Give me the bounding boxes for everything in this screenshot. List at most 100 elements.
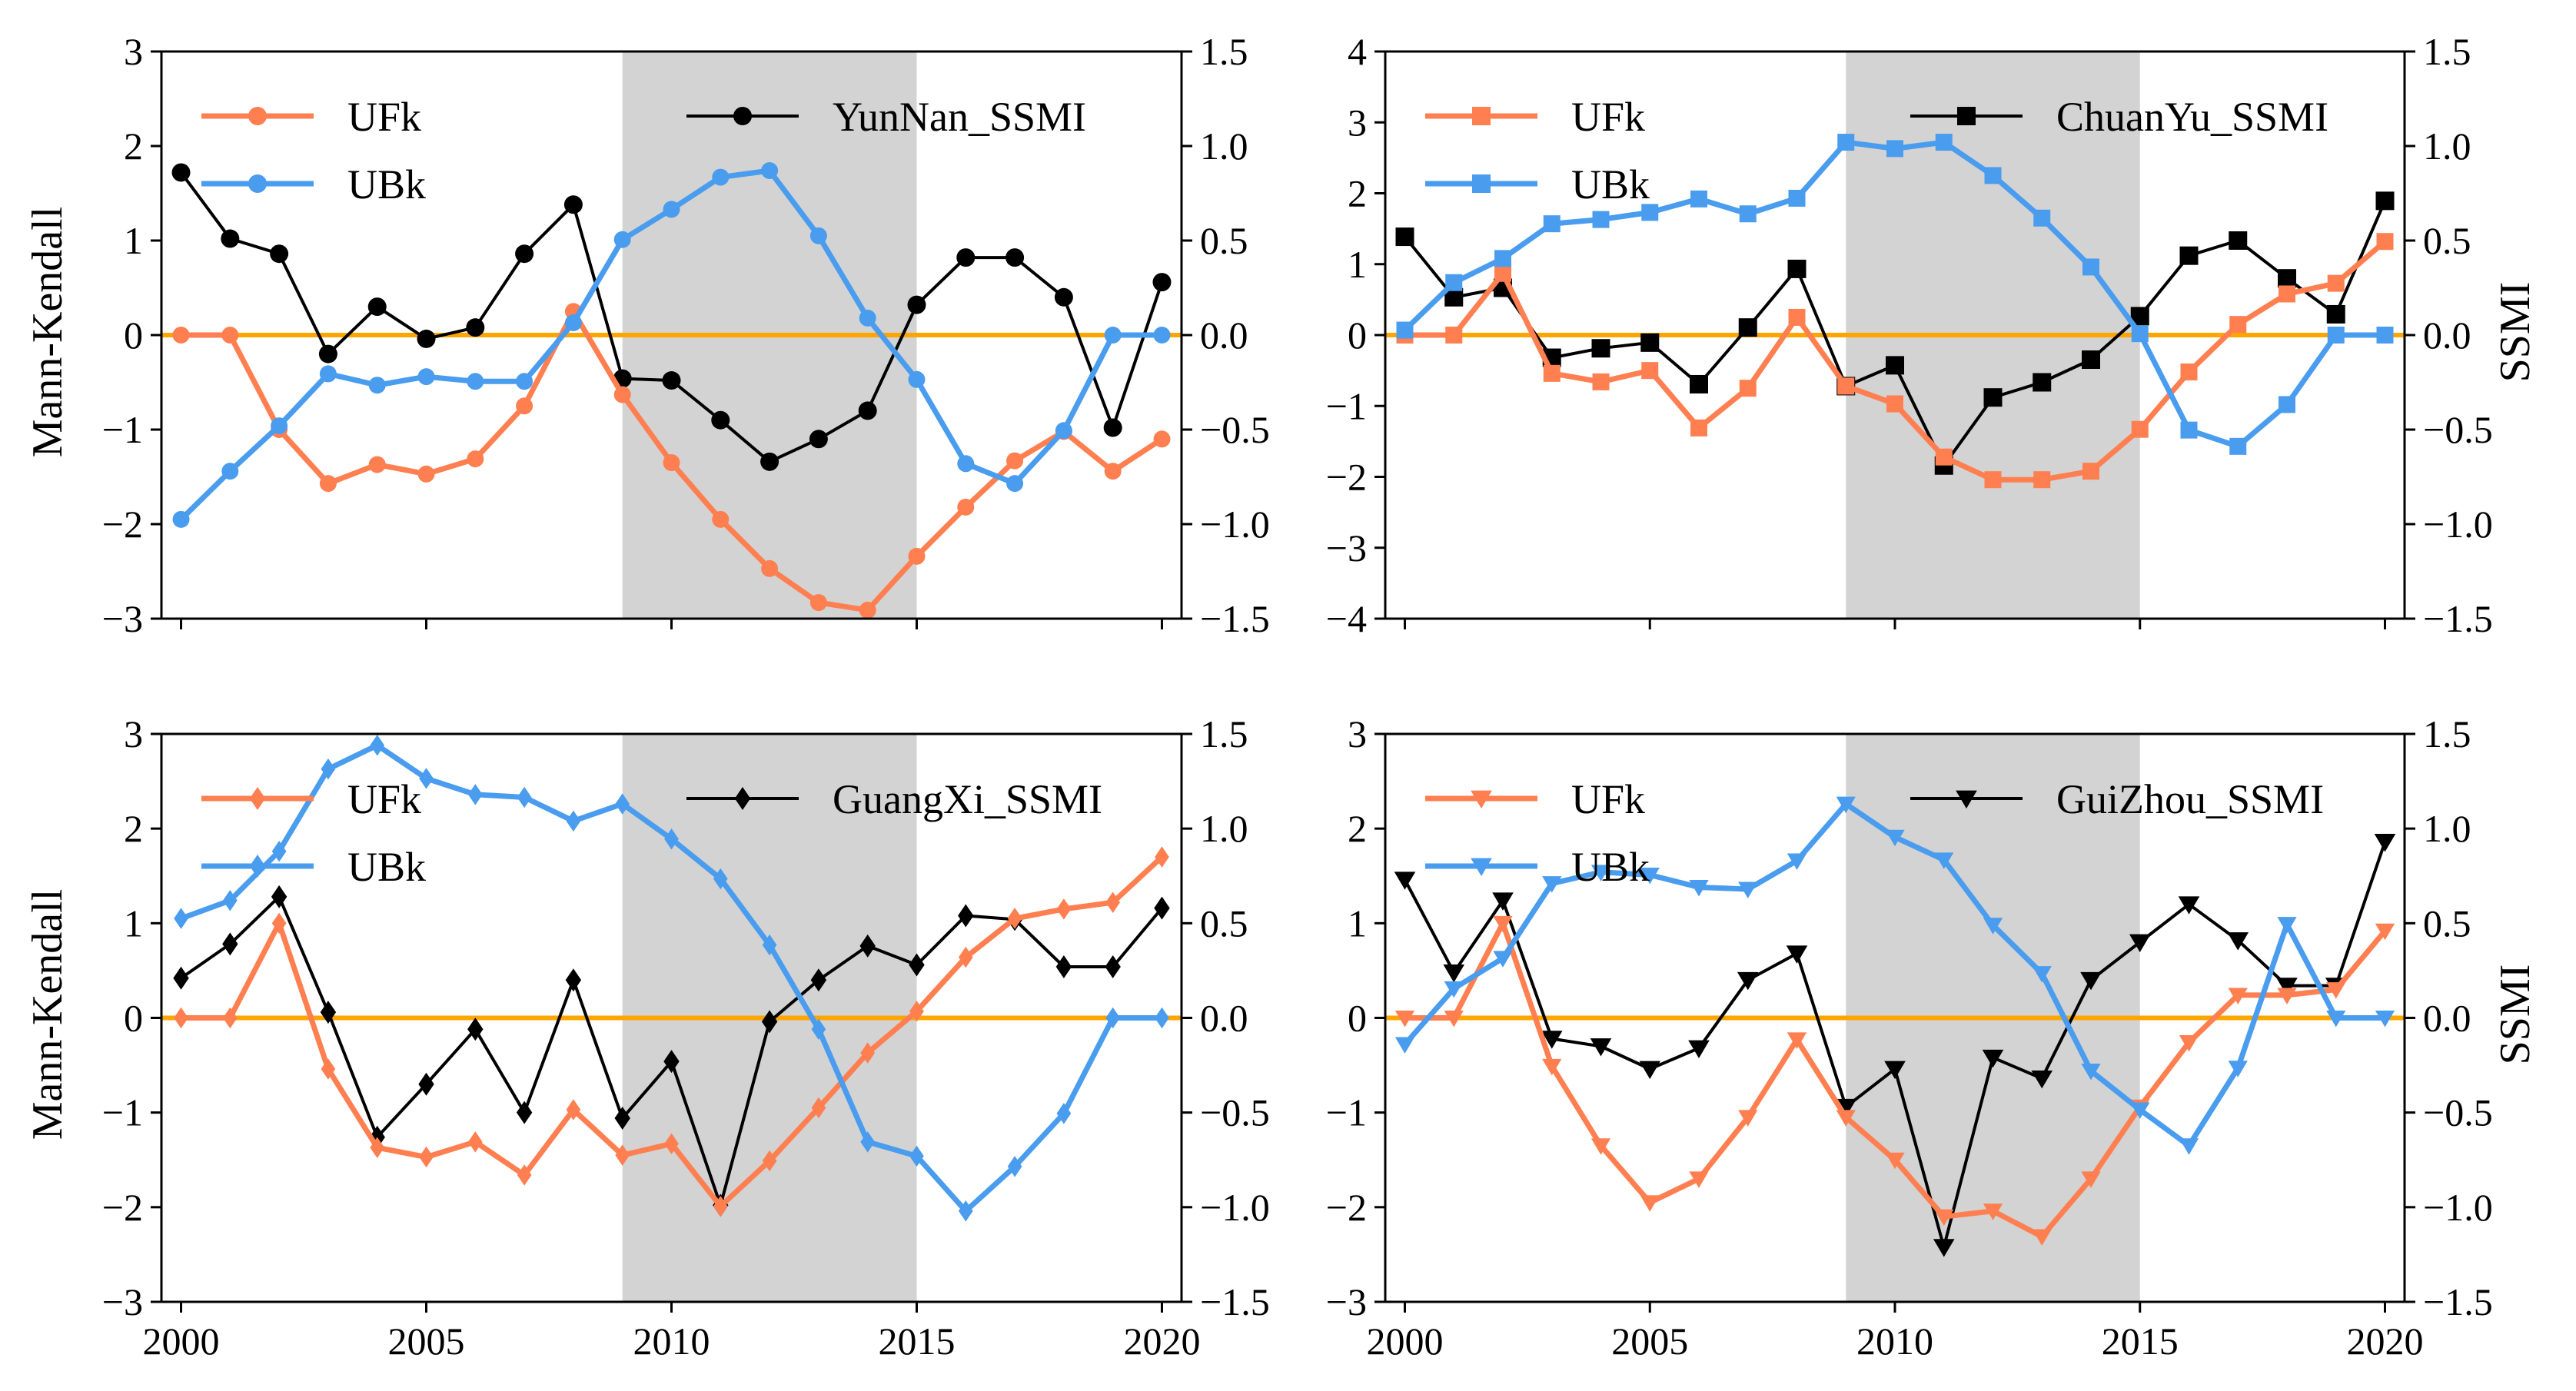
legend-label: UFk xyxy=(1571,94,1645,140)
data-point xyxy=(859,309,876,327)
data-point xyxy=(1054,287,1073,307)
data-point xyxy=(1494,250,1511,267)
data-point xyxy=(1886,395,1903,413)
data-point xyxy=(2180,421,2198,439)
right-ytick-label: −1.5 xyxy=(1200,597,1270,640)
series-ufk xyxy=(1394,915,2395,1247)
data-point xyxy=(1104,327,1122,344)
xtick-label: 2000 xyxy=(143,1320,220,1363)
data-point xyxy=(2179,1035,2199,1052)
data-point xyxy=(2326,982,2346,999)
data-point xyxy=(711,410,730,430)
data-point xyxy=(1935,448,1953,466)
left-ytick-label: −1 xyxy=(1326,384,1367,427)
data-point xyxy=(2375,923,2395,941)
data-point xyxy=(467,784,483,805)
xtick-label: 2010 xyxy=(1856,1320,1933,1363)
data-point xyxy=(319,365,337,383)
right-ytick-label: 1.5 xyxy=(2423,30,2471,73)
data-point xyxy=(615,793,630,815)
data-point xyxy=(271,912,287,935)
right-ytick-label: 0.0 xyxy=(1200,314,1248,357)
data-point xyxy=(319,475,337,493)
data-point xyxy=(1155,846,1169,868)
data-point xyxy=(1836,1110,1856,1127)
left-ytick-label: 3 xyxy=(1348,101,1367,144)
data-point xyxy=(663,201,680,218)
data-point xyxy=(565,968,582,992)
data-point xyxy=(1738,318,1757,337)
right-ytick-label: 0.5 xyxy=(2423,901,2471,944)
legend-label: UBk xyxy=(347,161,426,207)
data-point xyxy=(909,1145,924,1167)
data-point xyxy=(2178,896,2200,915)
data-point xyxy=(2376,233,2394,251)
data-point xyxy=(1885,1152,1905,1170)
data-point xyxy=(664,828,679,850)
data-point xyxy=(221,463,239,480)
data-point xyxy=(1543,215,1561,233)
data-point xyxy=(1886,140,1903,158)
data-point xyxy=(417,329,436,348)
data-point xyxy=(1788,189,1806,207)
right-ytick-label: 1.0 xyxy=(1200,124,1248,168)
series-ubk xyxy=(174,735,1169,1222)
right-ylabel-top: SSMI xyxy=(2491,282,2539,383)
legend-marker xyxy=(1957,107,1976,125)
panel-chuanyu: −4 −3 −2 −1 0 1 2 3 4 −1.5 −1.0 −0.5 0.0 0.5 1.0 1.5 UFk… xyxy=(1326,30,2493,640)
data-point xyxy=(957,498,975,516)
data-point xyxy=(1592,373,1610,390)
data-point xyxy=(2327,327,2345,344)
data-point xyxy=(1836,796,1856,814)
right-ytick-label: −1.0 xyxy=(2423,503,2493,546)
data-point xyxy=(907,295,926,314)
right-ytick-label: −1.5 xyxy=(2423,1280,2493,1323)
legend-marker xyxy=(734,787,751,810)
data-point xyxy=(368,456,386,473)
data-point xyxy=(760,452,779,471)
data-point xyxy=(1690,419,1707,437)
right-ytick-label: 0.0 xyxy=(2423,997,2471,1040)
data-point xyxy=(1983,918,2003,935)
left-ytick-label: 1 xyxy=(1348,243,1367,286)
data-point xyxy=(1787,1032,1807,1049)
data-point xyxy=(417,465,435,483)
legend-label: UFk xyxy=(347,776,421,822)
data-point xyxy=(1640,333,1660,352)
data-point xyxy=(516,373,533,390)
left-ytick-label: −3 xyxy=(102,1280,143,1323)
data-point xyxy=(1934,852,1954,869)
data-point xyxy=(467,1131,483,1153)
series-ufk xyxy=(174,846,1169,1217)
data-point xyxy=(2277,917,2297,934)
data-point xyxy=(2277,988,2297,1004)
data-point xyxy=(860,1042,876,1064)
data-point xyxy=(2032,966,2052,983)
data-point xyxy=(1105,954,1121,978)
data-point xyxy=(958,1200,973,1222)
data-point xyxy=(1394,871,1416,890)
data-point xyxy=(271,417,288,435)
left-ytick-label: −1 xyxy=(102,408,143,451)
data-point xyxy=(2279,396,2295,413)
data-point xyxy=(1788,308,1806,326)
right-ytick-label: 1.5 xyxy=(2423,712,2471,755)
data-point xyxy=(173,966,189,990)
data-point xyxy=(713,1195,728,1217)
legend-entry-ufk: UFk xyxy=(1425,94,1645,140)
legend-entry-guangxi_ssmi: GuangXi_SSMI xyxy=(686,776,1102,822)
xtick-label: 2020 xyxy=(2347,1320,2424,1363)
legend-label: GuiZhou_SSMI xyxy=(2056,776,2324,822)
xtick-label: 2015 xyxy=(2102,1320,2179,1363)
data-point xyxy=(1006,452,1024,470)
data-point xyxy=(2080,971,2102,991)
data-point xyxy=(762,1150,777,1172)
left-ytick-label: 2 xyxy=(1348,807,1367,850)
panels-layer: −3 −2 −1 0 1 2 3 −1.5 −1.0 −0.5 0.0 0.5 1.0 1.5 UFk UBk… xyxy=(102,30,2493,1363)
data-point xyxy=(564,314,582,332)
data-point xyxy=(2278,269,2296,288)
legend-entry-guizhou_ssmi: GuiZhou_SSMI xyxy=(1910,776,2324,822)
data-point xyxy=(1445,327,1463,344)
right-ytick-label: 0.5 xyxy=(1200,219,1248,262)
data-point xyxy=(1641,204,1659,221)
